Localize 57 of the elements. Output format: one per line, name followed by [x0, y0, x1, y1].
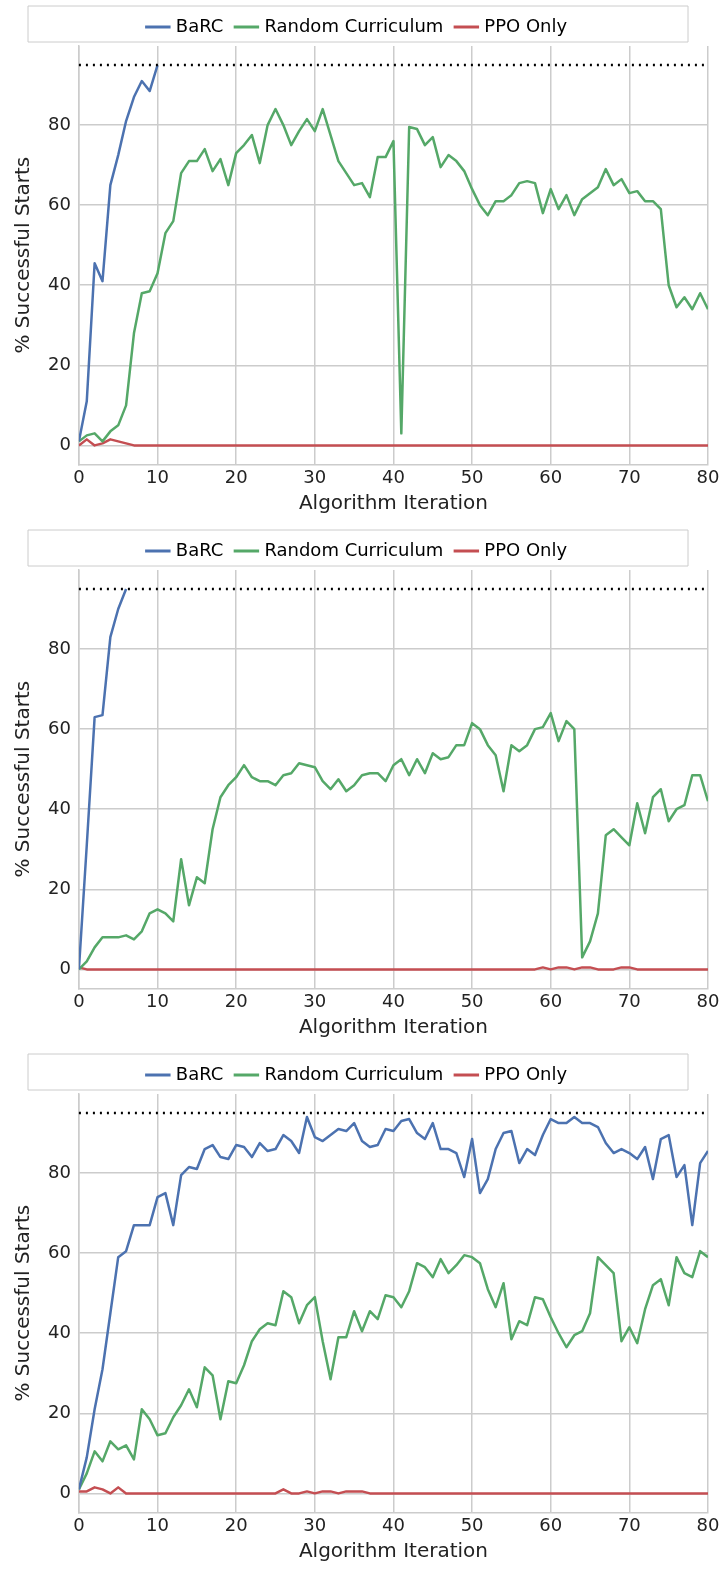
x-tick-label: 10: [146, 989, 169, 1011]
legend-label: PPO Only: [484, 1062, 568, 1084]
y-tick-label: 40: [48, 796, 71, 818]
y-tick-label: 20: [48, 876, 71, 898]
y-tick-label: 40: [48, 272, 71, 294]
x-tick-label: 0: [73, 989, 85, 1011]
legend-label: PPO Only: [484, 14, 568, 36]
x-tick-label: 60: [539, 465, 563, 487]
x-axis-title: Algorithm Iteration: [298, 1014, 489, 1039]
y-tick-label: 20: [48, 1400, 71, 1422]
x-tick-label: 0: [73, 465, 85, 487]
x-tick-label: 70: [617, 465, 641, 487]
y-tick-label: 20: [48, 352, 71, 374]
x-axis-title: Algorithm Iteration: [298, 490, 489, 515]
legend-label: BaRC: [175, 538, 224, 560]
x-tick-label: 10: [146, 465, 169, 487]
x-tick-label: 70: [617, 1513, 641, 1535]
x-tick-label: 30: [303, 989, 327, 1011]
legend-label: Random Curriculum: [264, 1062, 444, 1084]
x-tick-label: 60: [539, 1513, 563, 1535]
y-axis-title: % Successful Starts: [10, 1204, 35, 1402]
x-tick-label: 50: [460, 465, 484, 487]
legend-label: Random Curriculum: [264, 538, 444, 560]
y-axis-title: % Successful Starts: [10, 680, 35, 878]
y-tick-label: 80: [48, 636, 71, 658]
x-tick-label: 40: [382, 465, 405, 487]
x-tick-label: 30: [303, 1513, 327, 1535]
y-tick-label: 40: [48, 1320, 71, 1342]
x-tick-label: 70: [617, 989, 641, 1011]
y-tick-label: 60: [48, 192, 71, 214]
x-tick-label: 40: [382, 989, 405, 1011]
x-tick-label: 0: [73, 1513, 85, 1535]
y-tick-label: 60: [48, 716, 71, 738]
x-tick-label: 10: [146, 1513, 169, 1535]
x-tick-label: 80: [696, 1513, 720, 1535]
x-tick-label: 20: [224, 1513, 248, 1535]
x-tick-label: 40: [382, 1513, 405, 1535]
y-tick-label: 0: [59, 1481, 71, 1503]
y-tick-label: 80: [48, 1160, 71, 1182]
legend-label: PPO Only: [484, 538, 568, 560]
x-tick-label: 30: [303, 465, 327, 487]
x-axis-title: Algorithm Iteration: [298, 1538, 489, 1563]
x-tick-label: 60: [539, 989, 563, 1011]
y-tick-label: 0: [59, 433, 71, 455]
x-tick-label: 20: [224, 989, 248, 1011]
x-tick-label: 50: [460, 989, 484, 1011]
legend-label: BaRC: [175, 1062, 224, 1084]
y-axis-title: % Successful Starts: [10, 156, 35, 354]
y-tick-label: 80: [48, 112, 71, 134]
y-tick-label: 0: [59, 957, 71, 979]
y-tick-label: 60: [48, 1240, 71, 1262]
legend-label: Random Curriculum: [264, 14, 444, 36]
x-tick-label: 20: [224, 465, 248, 487]
x-tick-label: 80: [696, 465, 720, 487]
x-tick-label: 80: [696, 989, 720, 1011]
legend-label: BaRC: [175, 14, 224, 36]
x-tick-label: 50: [460, 1513, 484, 1535]
